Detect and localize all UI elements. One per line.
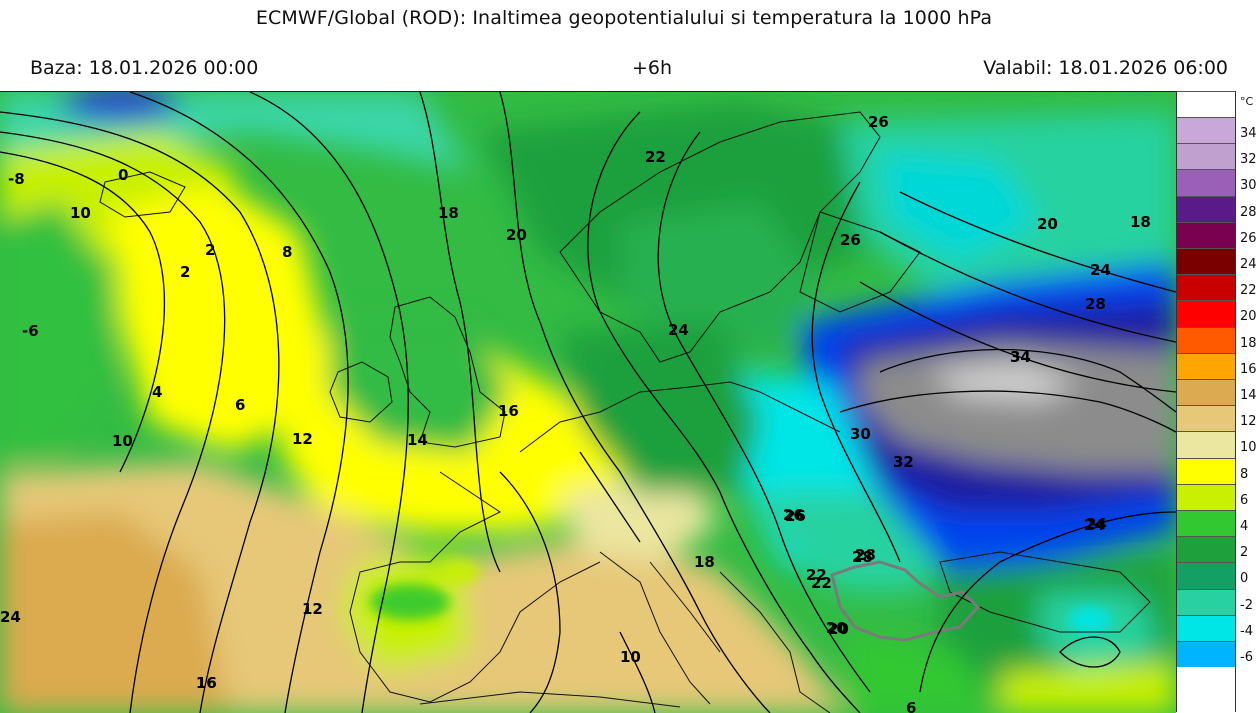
legend-label: 14 (1240, 388, 1257, 403)
contour-label: 30 (850, 425, 871, 443)
legend-swatch (1176, 588, 1236, 615)
contour-label: 22 (811, 574, 832, 592)
contour-label: -6 (22, 322, 39, 340)
legend-swatch (1176, 641, 1236, 668)
legend-label: 32 (1240, 152, 1257, 168)
contour-label: 20 (828, 620, 849, 638)
legend-label: 8 (1240, 466, 1249, 482)
legend-swatch (1176, 457, 1236, 484)
legend-label: 4 (1240, 519, 1249, 534)
weather-map: -8 0 10 2 2 8 18 20 22 26 20 18 24 28 34… (0, 91, 1176, 713)
contour-label: 10 (70, 204, 91, 222)
contour-label: 12 (302, 600, 323, 618)
contour-label: 8 (282, 243, 292, 261)
contour-label: 10 (620, 648, 641, 666)
legend-label: -6 (1240, 650, 1253, 665)
contour-label: 26 (785, 507, 806, 525)
legend-label: 18 (1240, 335, 1257, 351)
legend-swatch (1176, 352, 1236, 379)
contour-label: 12 (292, 430, 313, 448)
contour-label: 14 (407, 431, 428, 449)
contour-label: 24 (1086, 515, 1107, 533)
legend-label: 20 (1240, 309, 1257, 325)
legend-swatch (1176, 510, 1236, 537)
legend-label: 24 (1240, 257, 1257, 272)
contour-label: 24 (668, 321, 689, 339)
legend-swatch (1176, 248, 1236, 275)
legend-swatch (1176, 195, 1236, 222)
legend-swatch (1176, 562, 1236, 589)
legend-swatch (1176, 221, 1236, 248)
legend-label: -2 (1240, 597, 1253, 613)
contour-label: 10 (112, 432, 133, 450)
legend-swatch (1176, 614, 1236, 641)
base-time: Baza: 18.01.2026 00:00 (30, 57, 259, 79)
legend-swatch (1176, 169, 1236, 196)
contour-label: 22 (645, 148, 666, 166)
legend-label: 30 (1240, 178, 1257, 194)
contour-label: 26 (840, 231, 861, 249)
legend-label: 12 (1240, 414, 1257, 430)
legend-label: 26 (1240, 230, 1257, 246)
legend-swatch (1176, 379, 1236, 406)
contour-label: 16 (196, 674, 217, 692)
contour-label: 2 (180, 263, 190, 281)
legend-label: 28 (1240, 204, 1257, 220)
temperature-field (0, 92, 1176, 713)
legend-label: 6 (1240, 492, 1249, 508)
legend-label: 10 (1240, 440, 1257, 456)
contour-label: 24 (0, 608, 21, 626)
romania-outline (830, 560, 981, 642)
contour-label: 26 (783, 506, 804, 524)
contour-label: 20 (826, 619, 847, 637)
legend-swatch (1176, 431, 1236, 458)
contour-label: -8 (8, 170, 25, 188)
contour-label: 22 (806, 566, 827, 584)
contour-label: 4 (152, 383, 162, 401)
map-title: ECMWF/Global (ROD): Inaltimea geopotenti… (255, 7, 993, 29)
geopotential-contours (0, 92, 1176, 713)
contour-label: 18 (1130, 213, 1151, 231)
legend-swatch (1176, 536, 1236, 563)
contour-label: 20 (506, 226, 527, 244)
contour-labels: -8 0 10 2 2 8 18 20 22 26 20 18 24 28 34… (0, 113, 1151, 713)
contour-label: 18 (438, 204, 459, 222)
contour-label: 16 (498, 402, 519, 420)
contour-label: 32 (893, 453, 914, 471)
legend-label: 16 (1240, 361, 1257, 377)
coastlines (99, 111, 1151, 713)
legend-label: -4 (1240, 623, 1253, 639)
legend-label: 22 (1240, 283, 1257, 299)
contour-label: 34 (1010, 348, 1031, 366)
forecast-lead: +6h (632, 57, 673, 79)
legend-label: 2 (1240, 545, 1249, 561)
contour-label: 16 (196, 674, 217, 692)
contour-label: 2 (205, 241, 215, 259)
contour-label: 26 (868, 113, 889, 131)
contour-label: 6 (235, 396, 245, 414)
legend-swatch (1176, 274, 1236, 301)
legend-swatch (1176, 483, 1236, 510)
legend-swatch (1176, 117, 1236, 144)
legend-label: 34 (1240, 126, 1257, 141)
legend-swatch (1176, 300, 1236, 327)
legend-swatch (1176, 143, 1236, 170)
contour-label: 24 (1084, 516, 1105, 534)
contour-label: 20 (1037, 215, 1058, 233)
contour-label: 6 (906, 699, 916, 713)
contour-label: 28 (852, 548, 873, 566)
contour-label: 28 (1085, 295, 1106, 313)
legend-swatch (1176, 405, 1236, 432)
contour-label: 28 (855, 546, 876, 564)
legend-swatch (1176, 91, 1236, 117)
contour-label: 18 (694, 553, 715, 571)
legend-unit: °C (1240, 95, 1254, 108)
valid-time: Valabil: 18.01.2026 06:00 (983, 57, 1228, 79)
contour-label: 0 (118, 166, 128, 184)
legend-label: 0 (1240, 571, 1249, 587)
contour-label: 24 (1090, 261, 1111, 279)
legend-swatch (1176, 326, 1236, 353)
